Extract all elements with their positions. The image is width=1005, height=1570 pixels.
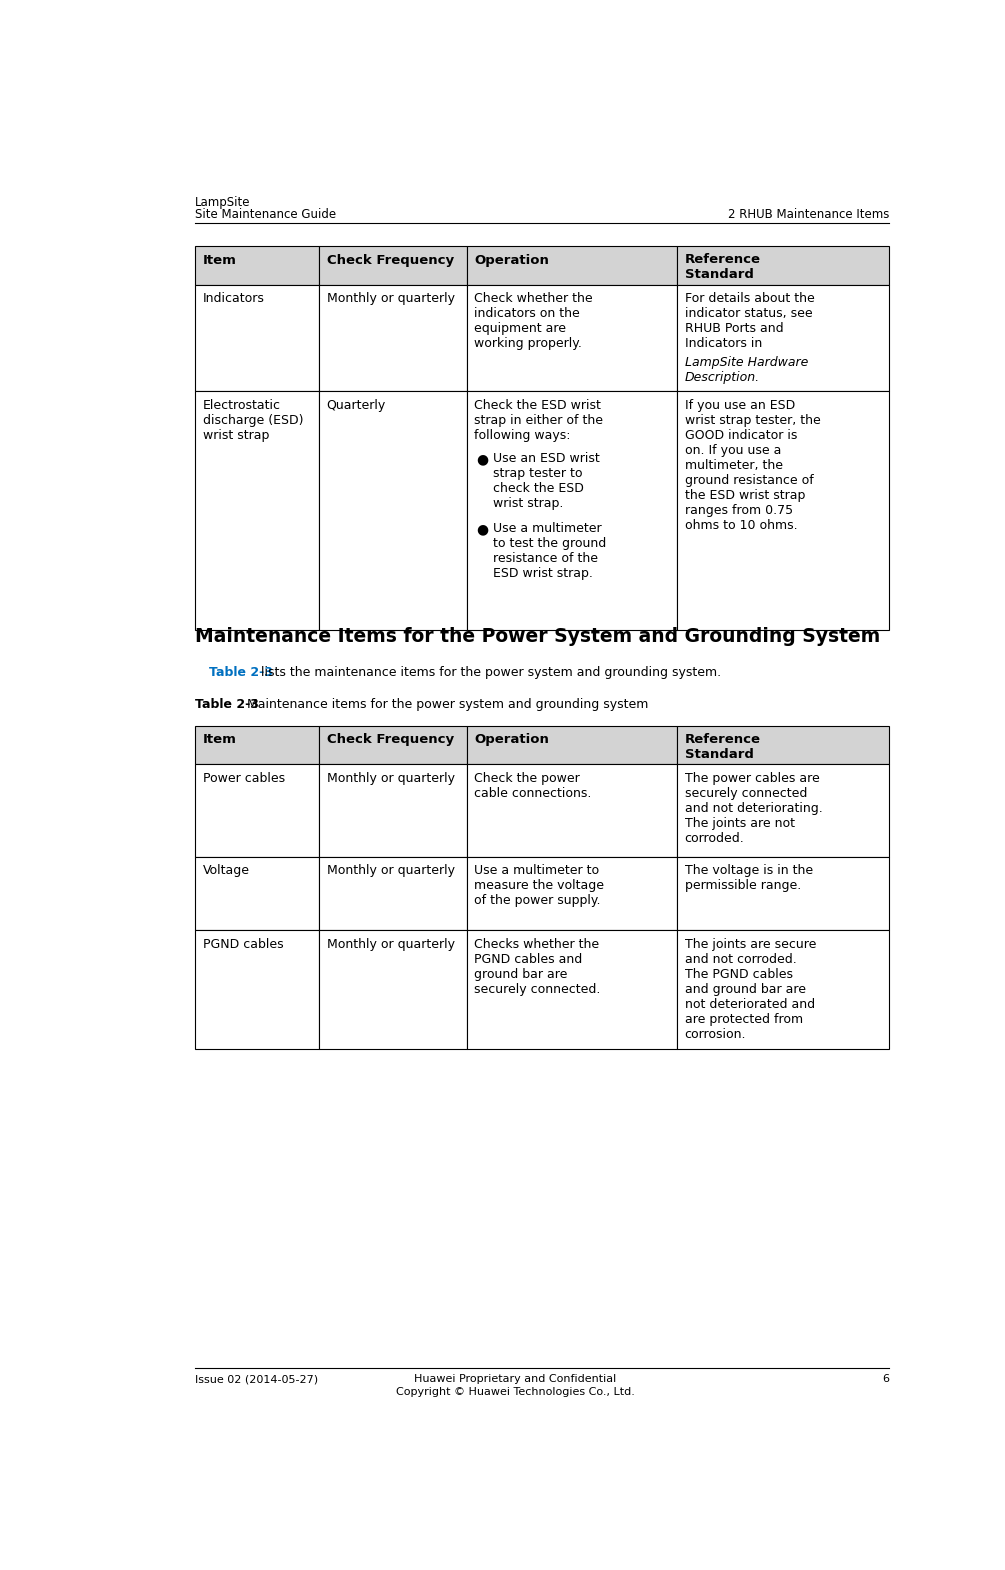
Text: Indicators: Indicators [203, 292, 265, 305]
Text: For details about the
indicator status, see
RHUB Ports and
Indicators in: For details about the indicator status, … [684, 292, 814, 350]
Text: Electrostatic
discharge (ESD)
wrist strap: Electrostatic discharge (ESD) wrist stra… [203, 399, 304, 441]
Text: Copyright © Huawei Technologies Co., Ltd.: Copyright © Huawei Technologies Co., Ltd… [396, 1386, 634, 1397]
Text: lists the maintenance items for the power system and grounding system.: lists the maintenance items for the powe… [257, 666, 722, 678]
Text: The voltage is in the
permissible range.: The voltage is in the permissible range. [684, 865, 813, 892]
Text: Maintenance items for the power system and grounding system: Maintenance items for the power system a… [243, 699, 649, 711]
Text: ●: ● [476, 523, 488, 537]
Text: Use a multimeter
to test the ground
resistance of the
ESD wrist strap.: Use a multimeter to test the ground resi… [492, 523, 606, 581]
Text: Power cables: Power cables [203, 772, 285, 785]
Bar [466, 246, 676, 284]
Bar [676, 857, 889, 929]
Text: The joints are secure
and not corroded.
The PGND cables
and ground bar are
not d: The joints are secure and not corroded. … [684, 937, 816, 1041]
Text: Use an ESD wrist
strap tester to
check the ESD
wrist strap.: Use an ESD wrist strap tester to check t… [492, 452, 600, 510]
Bar [319, 765, 466, 857]
Text: Check the power
cable connections.: Check the power cable connections. [474, 772, 592, 801]
Text: Quarterly: Quarterly [327, 399, 386, 411]
Bar [319, 284, 466, 391]
Text: 6: 6 [882, 1374, 889, 1385]
Text: Issue 02 (2014-05-27): Issue 02 (2014-05-27) [195, 1374, 319, 1385]
Bar [195, 765, 319, 857]
Text: Checks whether the
PGND cables and
ground bar are
securely connected.: Checks whether the PGND cables and groun… [474, 937, 601, 995]
Bar [676, 284, 889, 391]
Bar [319, 391, 466, 630]
Bar [466, 391, 676, 630]
Bar [466, 857, 676, 929]
Text: Check the ESD wrist
strap in either of the
following ways:: Check the ESD wrist strap in either of t… [474, 399, 603, 441]
Text: Item: Item [203, 254, 237, 267]
Text: ●: ● [476, 452, 488, 466]
Text: Operation: Operation [474, 733, 549, 746]
Bar [676, 246, 889, 284]
Bar [319, 929, 466, 1049]
Text: Standard: Standard [684, 268, 754, 281]
Bar [676, 391, 889, 630]
Text: Monthly or quarterly: Monthly or quarterly [327, 292, 454, 305]
Text: Site Maintenance Guide: Site Maintenance Guide [195, 209, 337, 221]
Text: Check whether the
indicators on the
equipment are
working properly.: Check whether the indicators on the equi… [474, 292, 593, 350]
Text: PGND cables: PGND cables [203, 937, 283, 950]
Bar [466, 929, 676, 1049]
Text: 2 RHUB Maintenance Items: 2 RHUB Maintenance Items [728, 209, 889, 221]
Text: If you use an ESD
wrist strap tester, the
GOOD indicator is
on. If you use a
mul: If you use an ESD wrist strap tester, th… [684, 399, 820, 532]
Bar [676, 765, 889, 857]
Text: Table 2-3: Table 2-3 [195, 699, 259, 711]
Text: Item: Item [203, 733, 237, 746]
Bar [195, 857, 319, 929]
Text: Check Frequency: Check Frequency [327, 733, 453, 746]
Text: Huawei Proprietary and Confidential: Huawei Proprietary and Confidential [414, 1374, 616, 1385]
Text: Monthly or quarterly: Monthly or quarterly [327, 865, 454, 878]
Text: Check Frequency: Check Frequency [327, 254, 453, 267]
Text: LampSite: LampSite [195, 196, 251, 209]
Bar [319, 246, 466, 284]
Text: Maintenance Items for the Power System and Grounding System: Maintenance Items for the Power System a… [195, 628, 880, 647]
Bar [466, 284, 676, 391]
Bar [466, 725, 676, 765]
Text: Voltage: Voltage [203, 865, 250, 878]
Text: Use a multimeter to
measure the voltage
of the power supply.: Use a multimeter to measure the voltage … [474, 865, 604, 907]
Bar [319, 725, 466, 765]
Bar [466, 765, 676, 857]
Bar [195, 391, 319, 630]
Bar [195, 725, 319, 765]
Bar [319, 857, 466, 929]
Bar [195, 284, 319, 391]
Text: The power cables are
securely connected
and not deteriorating.
The joints are no: The power cables are securely connected … [684, 772, 822, 845]
Text: Reference: Reference [684, 733, 761, 746]
Text: Table 2-3: Table 2-3 [209, 666, 273, 678]
Text: Monthly or quarterly: Monthly or quarterly [327, 937, 454, 950]
Bar [676, 725, 889, 765]
Bar [195, 929, 319, 1049]
Bar [195, 246, 319, 284]
Bar [676, 929, 889, 1049]
Text: Operation: Operation [474, 254, 549, 267]
Text: Standard: Standard [684, 747, 754, 760]
Text: LampSite Hardware
Description.: LampSite Hardware Description. [684, 356, 808, 385]
Text: Monthly or quarterly: Monthly or quarterly [327, 772, 454, 785]
Text: Reference: Reference [684, 253, 761, 265]
